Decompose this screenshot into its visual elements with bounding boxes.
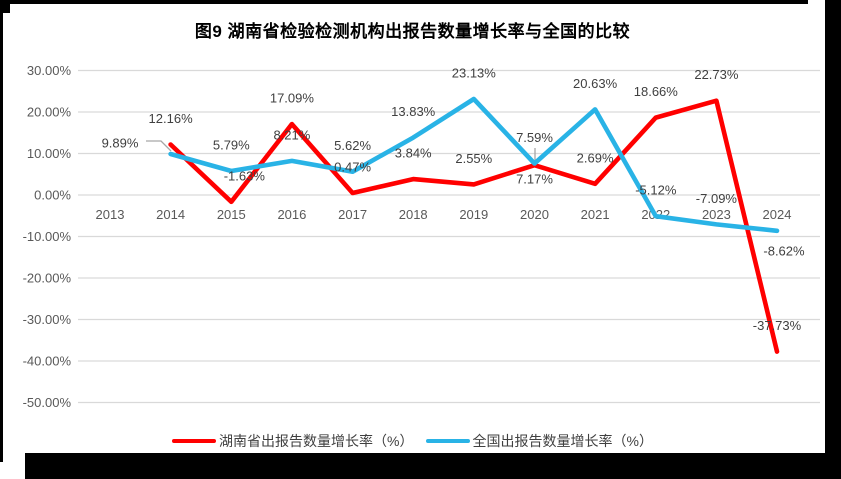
y-tick-label: -10.00%: [23, 229, 72, 244]
legend-item-national: 全国出报告数量增长率（%）: [425, 431, 653, 451]
x-tick-label: 2021: [581, 207, 610, 222]
legend-item-hunan: 湖南省出报告数量增长率（%）: [172, 431, 414, 451]
data-label: 23.13%: [452, 66, 497, 81]
data-label: 2.55%: [455, 151, 492, 166]
frame-left-bar: [0, 0, 3, 462]
series-line-national: [168, 96, 780, 234]
frame-right-bar: [825, 0, 841, 479]
data-label: -7.09%: [696, 191, 738, 206]
legend-label-national: 全国出报告数量增长率（%）: [472, 433, 653, 449]
x-tick-label: 2017: [338, 207, 367, 222]
data-label: 5.79%: [213, 138, 250, 153]
y-tick-label: 30.00%: [27, 63, 72, 78]
data-label: 12.16%: [149, 111, 194, 126]
data-label: 17.09%: [270, 91, 315, 106]
data-label: 9.89%: [102, 136, 139, 151]
y-tick-label: 10.00%: [27, 146, 72, 161]
data-label: -1.63%: [224, 168, 266, 183]
chart-title: 图9 湖南省检验检测机构出报告数量增长率与全国的比较: [194, 22, 631, 41]
frame-bottom-bar: [25, 453, 841, 479]
data-label: -37.73%: [753, 318, 802, 333]
x-tick-label: 2016: [277, 207, 306, 222]
y-tick-label: -30.00%: [23, 312, 72, 327]
frame-top-left-notch: [0, 0, 10, 13]
data-label: 0.47%: [334, 160, 371, 175]
label-leader-line: [146, 140, 172, 152]
data-label: 2.69%: [577, 150, 614, 165]
x-tick-label: 2018: [399, 207, 428, 222]
series-line-hunan: [168, 98, 780, 354]
data-label: -5.12%: [635, 183, 677, 198]
data-label: -8.62%: [763, 243, 805, 258]
data-label: 20.63%: [573, 76, 618, 91]
x-tick-label: 2019: [459, 207, 488, 222]
legend-swatch-national-icon: [425, 438, 470, 444]
y-tick-label: -20.00%: [23, 271, 72, 286]
y-tick-label: -50.00%: [23, 395, 72, 410]
data-label: 3.84%: [395, 146, 432, 161]
data-label: 7.59%: [516, 130, 553, 145]
data-label: 18.66%: [634, 84, 679, 99]
data-label: 13.83%: [391, 104, 436, 119]
frame-top-bar: [0, 0, 808, 4]
x-tick-label: 2013: [96, 207, 125, 222]
data-label: 22.73%: [694, 67, 739, 82]
x-tick-label: 2024: [763, 207, 792, 222]
y-tick-label: 0.00%: [34, 188, 71, 203]
data-label: 5.62%: [334, 138, 371, 153]
data-label: 7.17%: [516, 172, 553, 187]
y-tick-label: -40.00%: [23, 354, 72, 369]
y-tick-label: 20.00%: [27, 105, 72, 120]
x-tick-label: 2023: [702, 207, 731, 222]
legend-swatch-hunan-icon: [172, 438, 217, 444]
x-tick-label: 2015: [217, 207, 246, 222]
x-tick-label: 2020: [520, 207, 549, 222]
chart-legend: 湖南省出报告数量增长率（%） 全国出报告数量增长率（%）: [0, 430, 825, 452]
legend-label-hunan: 湖南省出报告数量增长率（%）: [219, 433, 414, 449]
data-label: 8.21%: [273, 127, 310, 142]
x-tick-label: 2014: [156, 207, 185, 222]
